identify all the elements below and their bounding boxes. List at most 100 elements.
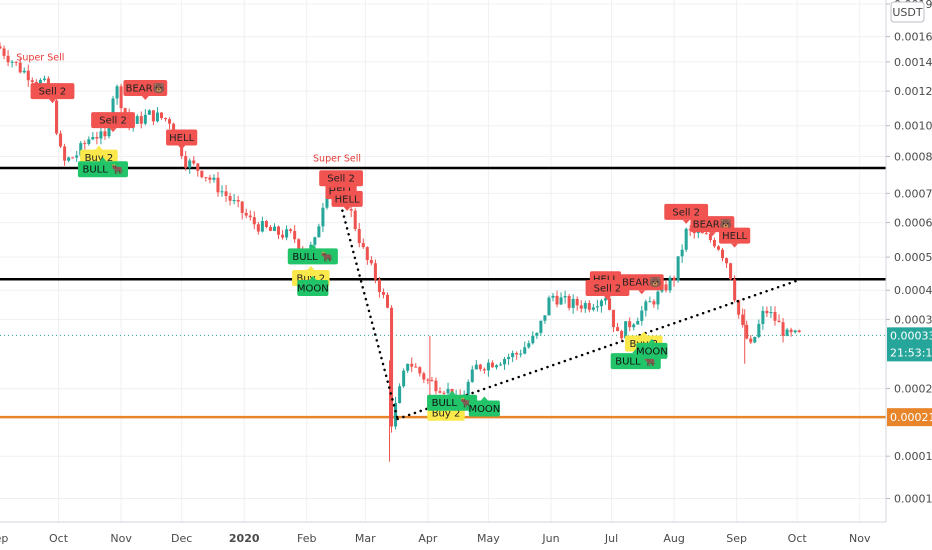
signal-badge[interactable]: Sell 2: [91, 112, 135, 133]
candle-body: [466, 381, 470, 395]
candle-body: [741, 314, 745, 325]
candle-body: [616, 327, 620, 332]
candle-body: [188, 160, 192, 168]
candle-body: [563, 296, 567, 298]
candle-body: [523, 347, 527, 354]
candle-body: [636, 320, 640, 325]
signal-badge[interactable]: MOON: [468, 396, 500, 417]
candle-body: [212, 177, 216, 180]
candle-body: [155, 112, 159, 122]
candle-body: [559, 297, 563, 305]
badge-pointer: [48, 99, 56, 104]
candle-body: [535, 332, 539, 336]
signal-badge[interactable]: Sell 2: [30, 83, 75, 104]
badge-label: Buy 2: [432, 408, 461, 419]
signal-badge[interactable]: BULL 🐂: [427, 390, 478, 411]
candle-body: [672, 277, 676, 281]
signal-badge[interactable]: HELL: [719, 227, 751, 248]
candle-body: [208, 177, 212, 180]
candle-body: [446, 388, 450, 394]
candle-body: [248, 215, 252, 218]
candle-body: [515, 353, 519, 355]
candle-body: [281, 234, 285, 238]
badge-box: [166, 129, 198, 146]
badge-pointer: [309, 275, 317, 280]
x-tick-label: 2020: [229, 532, 260, 545]
candle-body: [252, 217, 256, 225]
candle-body: [664, 284, 668, 291]
badge-pointer: [638, 290, 646, 295]
x-tick-label: Oct: [49, 532, 69, 545]
badge-label: BEAR🐻: [126, 82, 166, 95]
currency-badge[interactable]: USDT: [890, 1, 925, 23]
candle-body: [115, 86, 119, 99]
candle-body: [749, 338, 753, 343]
signal-badge[interactable]: BULL 🐂: [287, 244, 338, 265]
signal-badge[interactable]: BULL 🐂: [77, 157, 128, 178]
badge-pointer: [603, 295, 611, 300]
badge-pointer: [640, 331, 648, 336]
signal-badge[interactable]: Sell 2: [664, 203, 709, 224]
badge-box: [636, 342, 668, 359]
candle-body: [381, 291, 385, 295]
candle-body: [184, 156, 188, 168]
candle-body: [317, 226, 321, 238]
candle-body: [220, 191, 224, 193]
badge-pointer: [480, 396, 488, 401]
candle-body: [781, 322, 785, 336]
candle-body: [268, 227, 272, 231]
level-price-label: 0.000215: [890, 411, 932, 424]
y-tick-label: 0.000850: [894, 151, 932, 164]
candle-body: [377, 279, 381, 292]
y-tick-label: 0.001400: [894, 56, 932, 69]
candle-body: [135, 116, 139, 124]
signal-badge[interactable]: BEAR🐻: [619, 274, 664, 295]
candle-body: [696, 231, 700, 234]
badge-box: [427, 394, 478, 411]
candle-body: [34, 81, 38, 84]
signal-badge[interactable]: BEAR🐻: [123, 80, 168, 101]
candle-body: [224, 191, 228, 196]
candle-body: [402, 370, 406, 387]
candle-body: [321, 207, 325, 227]
signal-badge[interactable]: HELL: [331, 190, 363, 211]
badge-box: [123, 80, 168, 97]
candle-body: [797, 330, 801, 332]
grid-lines: [0, 0, 886, 522]
y-tick-label: 0.000140: [894, 493, 932, 506]
x-tick-label: Nov: [110, 532, 132, 545]
badge-pointer: [141, 96, 149, 101]
candle-body: [434, 380, 438, 392]
candle-body: [551, 295, 555, 298]
badge-box: [30, 83, 75, 100]
x-tick-label: Aug: [663, 532, 684, 545]
signal-badge[interactable]: MOON: [297, 275, 329, 296]
candle-body: [385, 294, 390, 308]
badge-pointer: [109, 128, 117, 133]
signal-badge[interactable]: HELL: [166, 129, 198, 150]
signal-badge[interactable]: Sell 2: [585, 279, 630, 300]
candle-body: [14, 61, 18, 63]
badge-box: [319, 170, 363, 187]
candle-body: [228, 195, 232, 201]
candle-body: [200, 170, 204, 178]
y-tick-label: 0.000175: [894, 450, 932, 463]
candle-body: [587, 303, 591, 310]
candle-body: [624, 321, 628, 339]
x-tick-label: Mar: [355, 532, 376, 545]
candle-body: [684, 228, 688, 250]
candle-body: [67, 157, 71, 161]
candle-body: [95, 136, 99, 139]
trend-line: [331, 174, 399, 421]
badge-box: [287, 248, 338, 265]
candle-body: [482, 369, 486, 371]
candle-body: [571, 298, 575, 308]
candle-body: [22, 70, 26, 73]
candle-body: [753, 336, 757, 343]
x-tick-label: Feb: [297, 532, 316, 545]
candle-body: [575, 298, 579, 306]
candle-body: [430, 380, 434, 382]
signal-badge[interactable]: MOON: [636, 338, 668, 359]
